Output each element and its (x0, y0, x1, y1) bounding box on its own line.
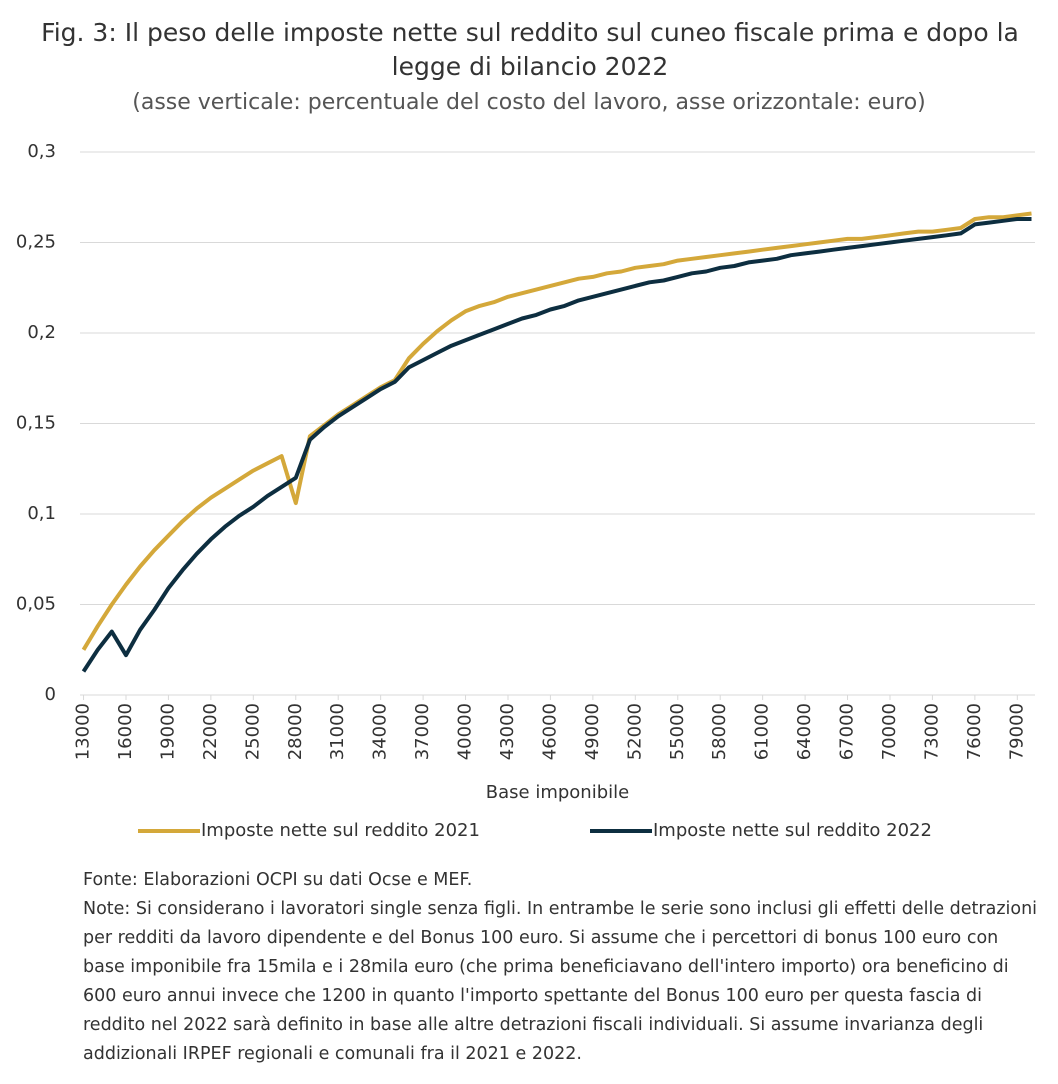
x-tick-label: 64000 (794, 703, 815, 760)
x-tick-label: 52000 (624, 703, 645, 760)
series-line (81, 211, 1032, 651)
legend-label: Imposte nette sul reddito 2021 (201, 820, 480, 841)
x-tick-label: 37000 (412, 703, 433, 760)
x-tick-label: 70000 (879, 703, 900, 760)
x-tick-label: 25000 (242, 703, 263, 760)
x-tick-label: 40000 (455, 703, 476, 760)
y-tick-label: 0,2 (27, 322, 56, 343)
x-tick-label: 34000 (370, 703, 391, 760)
x-tick-label: 61000 (752, 703, 773, 760)
y-tick-label: 0,3 (27, 141, 56, 162)
x-axis-label: Base imponibile (486, 782, 629, 803)
x-tick-label: 73000 (921, 703, 942, 760)
note: Note: Si considerano i lavoratori single… (83, 899, 1038, 1064)
x-tick-label: 79000 (1006, 703, 1027, 760)
legend-label: Imposte nette sul reddito 2022 (653, 820, 932, 841)
x-tick-label: 55000 (667, 703, 688, 760)
series-line (81, 217, 1032, 673)
x-tick-label: 19000 (157, 703, 178, 760)
y-tick-label: 0,15 (16, 413, 56, 434)
x-tick-label: 16000 (115, 703, 136, 760)
chart-title: Fig. 3: Il peso delle imposte nette sul … (41, 18, 1019, 81)
x-tick-label: 58000 (709, 703, 730, 760)
source: Fonte: Elaborazioni OCPI su dati Ocse e … (83, 870, 473, 890)
y-tick-label: 0 (45, 684, 56, 705)
y-tick-label: 0,1 (27, 503, 56, 524)
x-tick-label: 49000 (582, 703, 603, 760)
x-tick-label: 76000 (964, 703, 985, 760)
x-tick-label: 28000 (285, 703, 306, 760)
y-tick-label: 0,25 (16, 232, 56, 253)
x-tick-label: 67000 (837, 703, 858, 760)
x-tick-label: 13000 (73, 703, 94, 760)
chart-subtitle: (asse verticale: percentuale del costo d… (132, 90, 926, 115)
x-tick-label: 46000 (539, 703, 560, 760)
y-tick-label: 0,05 (16, 594, 56, 615)
x-tick-label: 22000 (200, 703, 221, 760)
x-tick-label: 31000 (327, 703, 348, 760)
chart: 0 0,05 0,1 0,15 0,2 0,25 0,3 13000 16000 19000 220… (16, 141, 1035, 841)
x-tick-label: 43000 (497, 703, 518, 760)
